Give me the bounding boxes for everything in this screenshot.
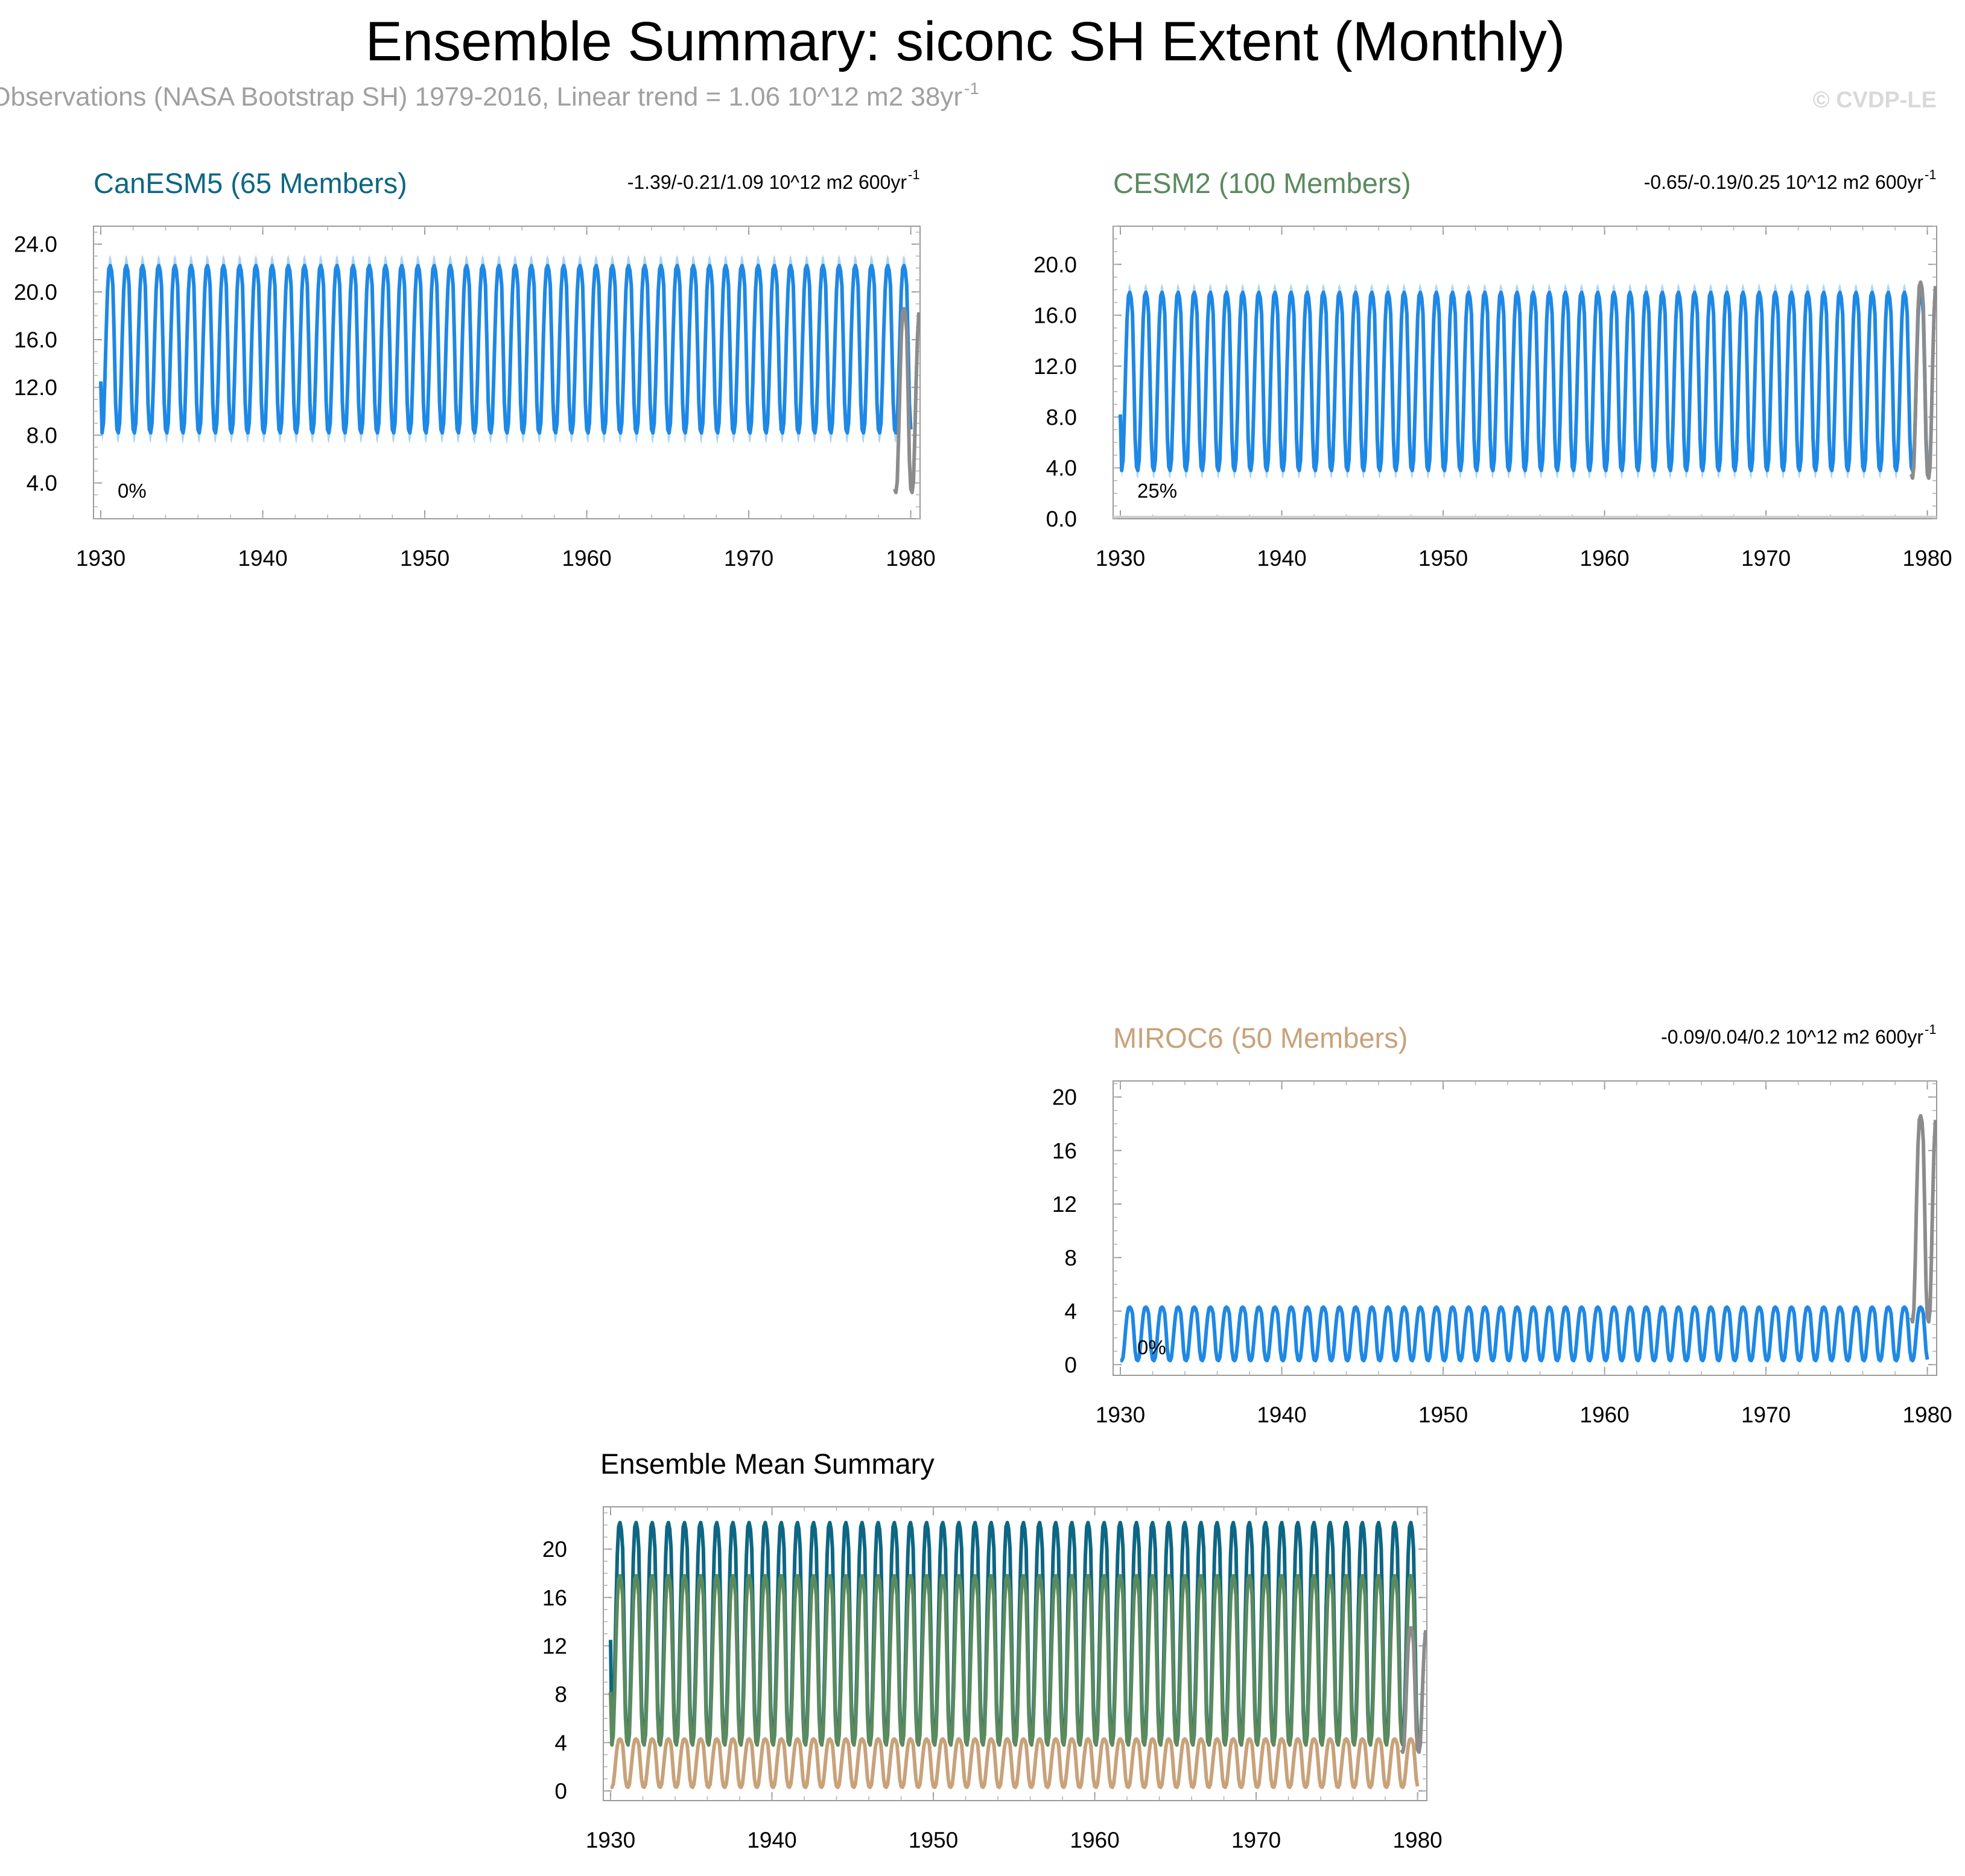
panel-title: CanESM5 (65 Members) xyxy=(94,167,407,199)
x-tick-label: 1970 xyxy=(1741,546,1791,571)
plot-frame xyxy=(1113,226,1937,519)
series-line-ensemble-mean xyxy=(99,264,913,435)
x-tick-label: 1940 xyxy=(1257,546,1306,571)
y-tick-label: 4.0 xyxy=(1046,456,1077,481)
series-layer xyxy=(1120,1114,1937,1363)
series-line-cesm2 xyxy=(609,1574,1420,1747)
trend-label-superscript: -1 xyxy=(908,167,920,182)
trend-label: -0.09/0.04/0.2 10^12 m2 600yr xyxy=(1661,1026,1923,1048)
panel-miroc6: MIROC6 (50 Members) -0.09/0.04/0.2 10^12 … xyxy=(1052,1022,1952,1427)
panel-title: CESM2 (100 Members) xyxy=(1113,167,1411,199)
x-tick-label: 1940 xyxy=(747,1828,796,1852)
x-tick-label: 1970 xyxy=(1231,1828,1281,1852)
y-tick-label: 8 xyxy=(1064,1246,1077,1270)
x-tick-label: 1960 xyxy=(1070,1828,1119,1852)
plot-frame xyxy=(1113,1080,1937,1376)
trend-label: -0.65/-0.19/0.25 10^12 m2 600yr xyxy=(1644,171,1924,193)
series-layer xyxy=(1113,280,1937,518)
y-tick-label: 24.0 xyxy=(14,232,57,257)
observations-line xyxy=(1909,280,1937,480)
y-tick-label: 12.0 xyxy=(14,375,57,400)
x-tick-label: 1980 xyxy=(1902,546,1952,571)
series-line-ensemble-mean xyxy=(1119,290,1929,472)
figure-subtitle: Observations (NASA Bootstrap SH) 1979-20… xyxy=(0,82,962,112)
x-tick-label: 1930 xyxy=(76,546,125,571)
series-line-miroc6 xyxy=(610,1737,1420,1789)
y-tick-label: 4.0 xyxy=(27,471,57,496)
y-tick-label: 16.0 xyxy=(14,328,57,352)
figure-title: Ensemble Summary: siconc SH Extent (Mont… xyxy=(366,11,1566,72)
x-tick-label: 1950 xyxy=(1418,546,1468,571)
y-tick-label: 8 xyxy=(554,1682,567,1707)
y-tick-label: 4 xyxy=(554,1731,567,1755)
watermark-label: © CVDP-LE xyxy=(1813,87,1937,113)
y-tick-label: 16.0 xyxy=(1033,303,1077,328)
y-tick-label: 12 xyxy=(542,1634,567,1658)
y-tick-label: 20 xyxy=(542,1537,567,1562)
y-tick-label: 0 xyxy=(1064,1352,1077,1377)
x-tick-label: 1930 xyxy=(586,1828,635,1852)
percent-label: 0% xyxy=(1137,1336,1166,1358)
observations-line xyxy=(1400,1626,1427,1754)
trend-label: -1.39/-0.21/1.09 10^12 m2 600yr xyxy=(627,171,907,193)
x-tick-label: 1940 xyxy=(1257,1402,1306,1427)
y-tick-label: 20 xyxy=(1052,1085,1077,1110)
x-tick-label: 1970 xyxy=(724,546,773,571)
series-line-ensemble-mean xyxy=(1120,1305,1929,1363)
series-layer xyxy=(609,1521,1427,1789)
plot-frame xyxy=(603,1506,1427,1801)
x-tick-label: 1980 xyxy=(1902,1402,1952,1427)
y-tick-label: 12 xyxy=(1052,1192,1077,1217)
y-tick-label: 12.0 xyxy=(1033,354,1077,379)
y-tick-label: 16 xyxy=(542,1585,567,1610)
x-tick-label: 1950 xyxy=(400,546,449,571)
percent-label: 25% xyxy=(1137,480,1177,502)
trend-label-superscript: -1 xyxy=(1925,1022,1937,1037)
y-tick-label: 8.0 xyxy=(1046,405,1077,429)
y-tick-label: 20.0 xyxy=(14,280,57,305)
x-tick-label: 1970 xyxy=(1741,1402,1791,1427)
x-tick-label: 1930 xyxy=(1096,1402,1145,1427)
plot-frame xyxy=(93,226,921,519)
panel-ensemble-mean-summary: Ensemble Mean Summary 0 4 8 12 16 20 1930 1940 19… xyxy=(542,1448,1443,1852)
x-tick-label: 1960 xyxy=(1579,1402,1629,1427)
y-tick-label: 16 xyxy=(1052,1138,1077,1163)
y-tick-label: 0 xyxy=(554,1779,567,1804)
y-tick-label: 20.0 xyxy=(1033,252,1077,277)
y-tick-label: 4 xyxy=(1064,1299,1077,1324)
panel-canesm5: CanESM5 (65 Members) -1.39/-0.21/1.09 10^… xyxy=(14,167,936,571)
observations-line xyxy=(892,306,920,495)
panel-cesm2: CESM2 (100 Members) -0.65/-0.19/0.25 10^1… xyxy=(1033,167,1952,571)
y-tick-label: 0.0 xyxy=(1046,507,1077,531)
x-tick-label: 1940 xyxy=(238,546,287,571)
x-tick-label: 1980 xyxy=(1392,1828,1442,1852)
x-tick-label: 1980 xyxy=(886,546,935,571)
panel-title: MIROC6 (50 Members) xyxy=(1113,1022,1408,1054)
x-tick-label: 1950 xyxy=(1418,1402,1468,1427)
percent-label: 0% xyxy=(118,480,147,502)
panel-title: Ensemble Mean Summary xyxy=(600,1448,935,1480)
series-layer xyxy=(99,255,920,495)
x-tick-label: 1960 xyxy=(562,546,611,571)
x-tick-label: 1960 xyxy=(1579,546,1629,571)
x-tick-label: 1950 xyxy=(909,1828,958,1852)
figure-subtitle-superscript: -1 xyxy=(964,79,979,98)
trend-label-superscript: -1 xyxy=(1925,167,1937,182)
y-tick-label: 8.0 xyxy=(27,423,57,448)
observations-line xyxy=(1909,1114,1937,1324)
x-tick-label: 1930 xyxy=(1096,546,1145,571)
